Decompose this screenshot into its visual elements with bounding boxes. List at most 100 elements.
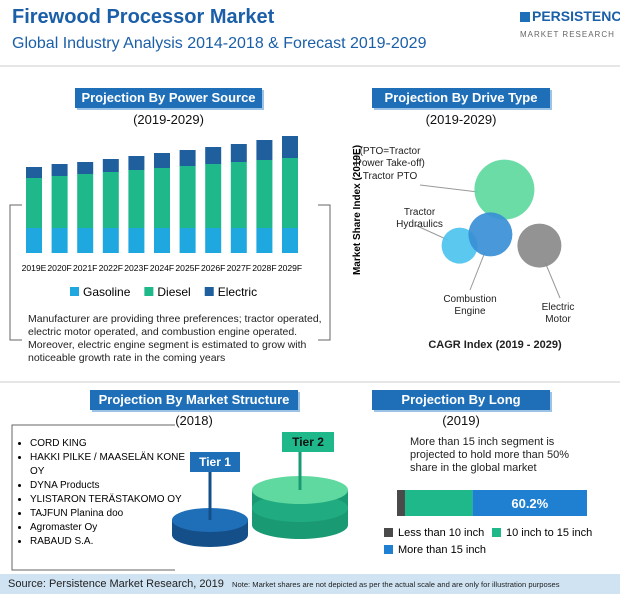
bar-segment: [26, 178, 42, 228]
tier1-cylinder: [172, 470, 248, 547]
company-list: CORD KINGHAKKI PILKE / MAASELÄN KONE OYD…: [18, 437, 200, 549]
bar-segment: [205, 164, 222, 228]
bubble: [474, 159, 535, 220]
point-label: Tractor Hydraulics: [396, 207, 443, 230]
legend-swatch: [492, 528, 501, 537]
tier-label: Tier 1: [199, 455, 231, 469]
bar-segment: [282, 136, 298, 158]
bracket: [11, 424, 175, 571]
legend-swatch: [204, 287, 214, 296]
bracket: [318, 204, 331, 341]
bar-segment: [102, 228, 119, 253]
subtitle: Global Industry Analysis 2014-2018 & For…: [12, 35, 427, 52]
bar-segment: [51, 164, 68, 176]
legend-swatch: [70, 287, 79, 296]
bar-segment: [397, 490, 405, 516]
value-label: 60.2%: [511, 496, 548, 511]
legend-label: More than 15 inch: [398, 544, 486, 556]
company: Agromaster Oy: [30, 521, 200, 535]
bar-segment: [282, 228, 298, 253]
bar-segment: [205, 228, 222, 253]
logo-text: PERSISTENCE: [532, 8, 620, 24]
annotation: More than 15 inch segment is projected t…: [410, 436, 569, 474]
x-tick-label: 2021F: [73, 263, 97, 273]
x-axis-label: CAGR Index (2019 - 2029): [428, 339, 562, 351]
note: Manufacturer are providing three prefere…: [28, 313, 322, 364]
point-label: Tractor PTO: [362, 171, 418, 182]
leader-line: [469, 251, 486, 291]
bubble: [468, 212, 513, 257]
tier-label: Tier 2: [292, 435, 324, 449]
leader-line: [419, 184, 479, 193]
x-tick-label: 2029F: [278, 263, 302, 273]
company: YLISTARON TERÄSTAKOMO OY: [30, 493, 200, 507]
bar-segment: [404, 490, 473, 516]
bar-segment: [179, 166, 196, 228]
point-label: Electric Motor: [541, 302, 575, 325]
section-title: Projection By Power Source: [75, 88, 262, 108]
leader-line: [544, 261, 561, 299]
x-tick-label: 2027F: [227, 263, 251, 273]
title: Firewood Processor Market: [12, 6, 275, 28]
bar-segment: [230, 228, 247, 253]
tier2-flag: [282, 432, 334, 452]
bar-segment: [205, 147, 222, 164]
tier1-flag: [190, 452, 240, 472]
bar-segment: [230, 162, 247, 228]
section-subtitle: (2018): [175, 413, 213, 428]
bar-segment: [77, 174, 94, 228]
y-axis-label: Market Share Index (2019E): [352, 145, 363, 275]
bar-segment: [230, 144, 247, 162]
bar-segment: [282, 158, 298, 228]
legend-swatch: [384, 528, 393, 537]
bar-segment: [154, 168, 170, 228]
footer-bar: [0, 574, 620, 594]
bar-segment: [128, 156, 145, 170]
bubble: [517, 223, 562, 268]
bar-segment: [51, 228, 68, 253]
point-label: Combustion Engine: [443, 294, 497, 317]
bar-segment: [26, 228, 42, 253]
bar-segment: [128, 170, 145, 228]
x-tick-label: 2022F: [99, 263, 123, 273]
company: HAKKI PILKE / MAASELÄN KONE OY: [30, 451, 200, 479]
x-tick-label: 2023F: [124, 263, 148, 273]
section-title: Projection By Market Structure: [90, 390, 298, 410]
legend-label: Diesel: [157, 285, 190, 299]
section-title: Projection By Drive Type: [372, 88, 550, 108]
x-tick-label: 2019E: [22, 263, 47, 273]
legend-label: Gasoline: [83, 285, 131, 299]
x-tick-label: 2024F: [150, 263, 174, 273]
legend-label: Less than 10 inch: [398, 527, 484, 539]
bar-segment: [154, 228, 170, 253]
bar-segment: [179, 150, 196, 166]
bar-segment: [102, 172, 119, 228]
bar-segment: [256, 228, 273, 253]
x-tick-label: 2020F: [47, 263, 71, 273]
source: Source: Persistence Market Research, 201…: [8, 578, 224, 590]
legend-swatch: [144, 287, 154, 296]
section-title: Projection By Long Diameter: [372, 390, 550, 427]
bar-segment: [102, 159, 119, 172]
legend-label: 10 inch to 15 inch: [506, 527, 592, 539]
x-tick-label: 2026F: [201, 263, 225, 273]
bracket: [9, 204, 22, 341]
section-subtitle: (2019): [442, 413, 480, 428]
logo-icon: [520, 12, 530, 22]
bar-segment: [77, 228, 94, 253]
leader-line: [414, 224, 449, 241]
bar-segment: [256, 140, 273, 160]
legend-label: Electric: [218, 285, 257, 299]
logo-text: MARKET RESEARCH: [520, 30, 615, 39]
bar-segment: [256, 160, 273, 228]
company: TAJFUN Planina doo: [30, 507, 200, 521]
footnote: Note: Market shares are not depicted as …: [232, 580, 560, 589]
bar-segment: [77, 162, 94, 174]
section-subtitle: (2019-2029): [425, 112, 497, 127]
bar-segment: [26, 167, 42, 178]
bar-segment: [179, 228, 196, 253]
company: CORD KING: [30, 437, 200, 451]
company: RABAUD S.A.: [30, 535, 200, 549]
